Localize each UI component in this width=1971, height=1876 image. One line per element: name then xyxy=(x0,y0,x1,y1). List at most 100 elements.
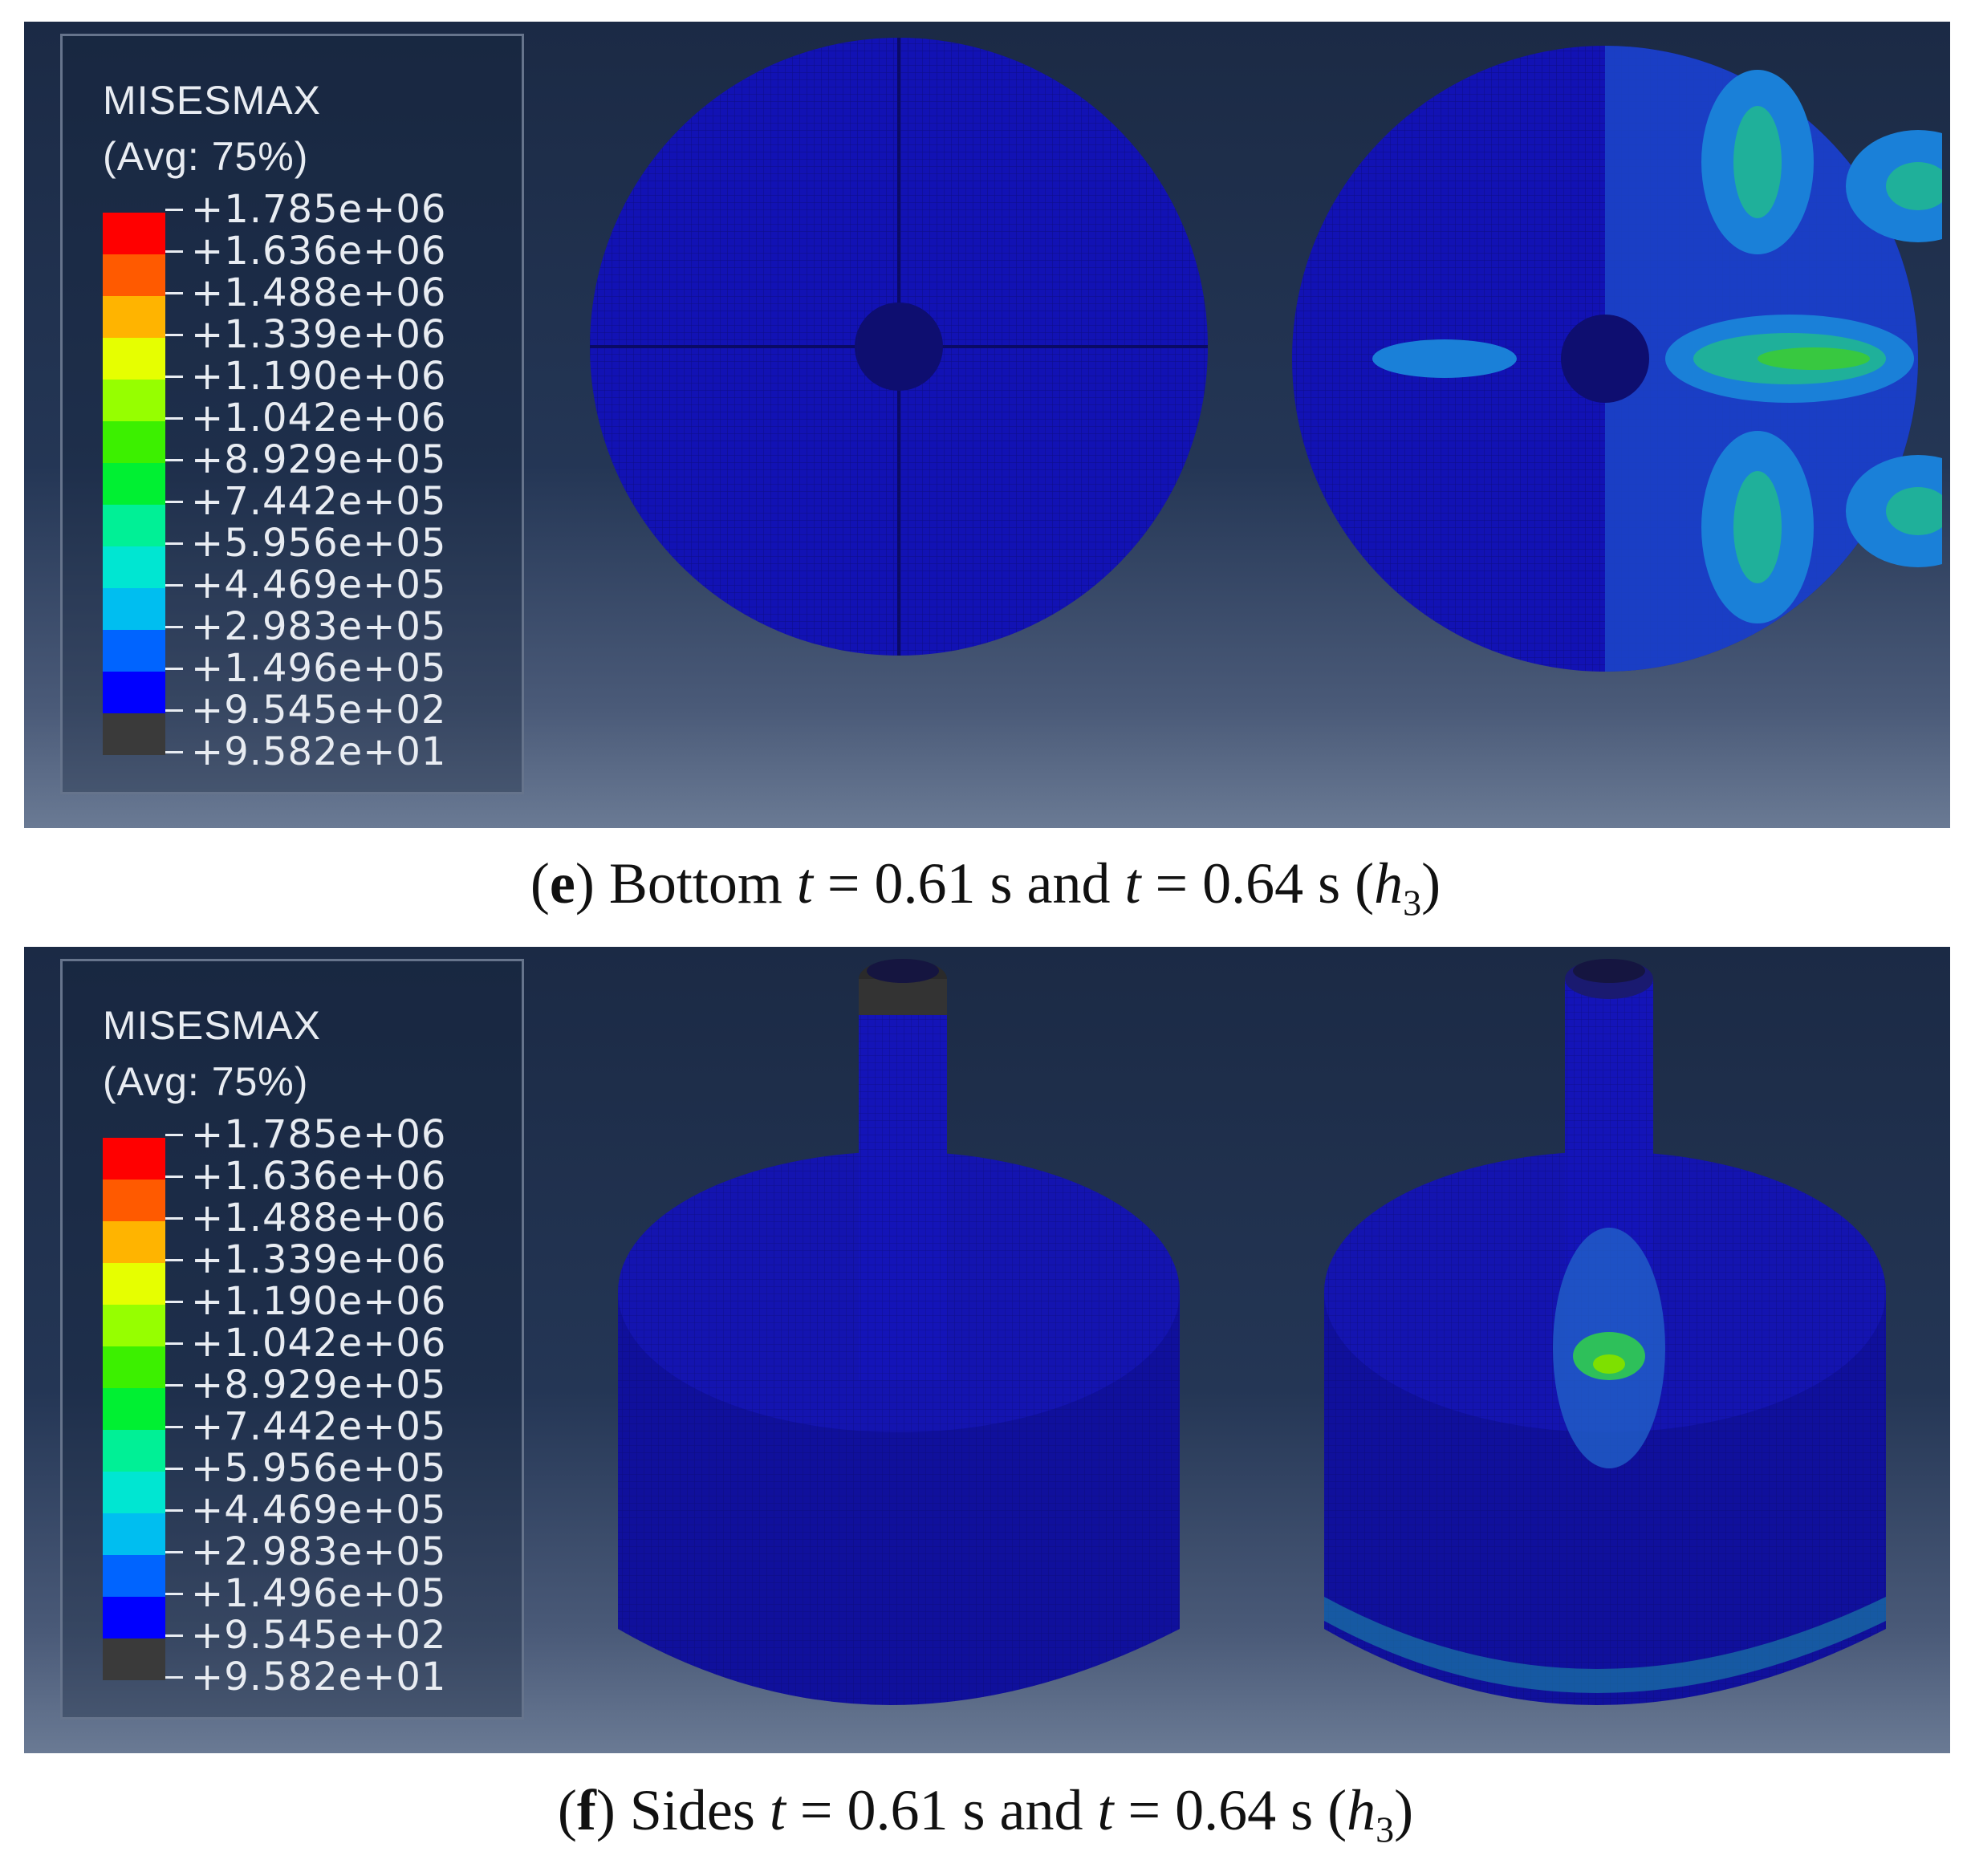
legend-swatch xyxy=(103,338,165,380)
legend-ticks: +1.785e+06 +1.636e+06 +1.488e+06 +1.339e+06… xyxy=(103,1114,504,1698)
legend-tick: +7.442e+05 xyxy=(103,1406,504,1448)
legend-swatch xyxy=(103,1180,165,1221)
legend-tick-label: +1.785e+06 xyxy=(191,187,447,232)
legend-tick: +9.545e+02 xyxy=(103,689,504,731)
legend-subtitle: (Avg: 75%) xyxy=(103,1059,309,1104)
legend-tick: +1.339e+06 xyxy=(103,1239,504,1281)
legend-tick-label: +9.545e+02 xyxy=(191,1613,447,1658)
bottom-view-t064 xyxy=(1292,46,1942,672)
legend-tick-label: +1.785e+06 xyxy=(191,1112,447,1157)
legend-tick-label: +9.582e+01 xyxy=(191,1655,447,1699)
legend-tick: +4.469e+05 xyxy=(103,1489,504,1531)
caption-e: (e) Bottom t = 0.61 s and t = 0.64 s (h3… xyxy=(530,851,1441,924)
legend-title: MISESMAX xyxy=(103,1003,321,1048)
legend-tick-label: +4.469e+05 xyxy=(191,562,447,607)
legend-ticks: +1.785e+06 +1.636e+06 +1.488e+06 +1.339e+06… xyxy=(103,189,504,773)
legend-color-bar xyxy=(103,1138,165,1680)
legend-swatch xyxy=(103,1597,165,1638)
legend-tick: +1.496e+05 xyxy=(103,1573,504,1614)
legend-tick: +7.442e+05 xyxy=(103,481,504,522)
legend-tick: +1.785e+06 xyxy=(103,1114,504,1155)
legend-tick: +9.582e+01 xyxy=(103,731,504,773)
legend-tick: +8.929e+05 xyxy=(103,1364,504,1406)
legend-swatch xyxy=(103,713,165,755)
legend-swatch xyxy=(103,588,165,630)
legend-swatch xyxy=(103,1346,165,1388)
legend-tick: +2.983e+05 xyxy=(103,606,504,648)
legend-tick-label: +2.983e+05 xyxy=(191,1529,447,1574)
legend-swatch xyxy=(103,463,165,505)
legend-tick-label: +1.190e+06 xyxy=(191,1279,447,1324)
legend-tick-label: +1.636e+06 xyxy=(191,1154,447,1199)
legend-tick-label: +1.496e+05 xyxy=(191,646,447,691)
legend-tick-label: +5.956e+05 xyxy=(191,1446,447,1491)
legend-swatch xyxy=(103,1221,165,1263)
legend-tick: +5.956e+05 xyxy=(103,522,504,564)
bottom-view-t061 xyxy=(590,38,1208,656)
legend-swatch xyxy=(103,1430,165,1472)
panel-side-view: MISESMAX (Avg: 75%) +1.785e+06 +1.636e+06… xyxy=(24,947,1950,1753)
legend-tick: +9.545e+02 xyxy=(103,1614,504,1656)
legend-tick: +1.636e+06 xyxy=(103,1155,504,1197)
legend-swatch xyxy=(103,546,165,588)
legend-tick-label: +1.190e+06 xyxy=(191,354,447,399)
legend-swatch xyxy=(103,1638,165,1680)
legend-swatch xyxy=(103,1388,165,1430)
legend-swatch xyxy=(103,1513,165,1555)
legend-tick: +1.488e+06 xyxy=(103,272,504,314)
legend-swatch xyxy=(103,1472,165,1513)
legend-tick-label: +9.545e+02 xyxy=(191,688,447,733)
legend-tick-label: +8.929e+05 xyxy=(191,1362,447,1407)
legend-swatch xyxy=(103,380,165,421)
legend-swatch xyxy=(103,1305,165,1346)
legend-tick-label: +2.983e+05 xyxy=(191,604,447,649)
legend-tick-label: +1.042e+06 xyxy=(191,396,447,441)
legend-tick: +5.956e+05 xyxy=(103,1448,504,1489)
legend-tick-label: +9.582e+01 xyxy=(191,729,447,774)
legend-tick-label: +1.488e+06 xyxy=(191,270,447,315)
legend-f: MISESMAX (Avg: 75%) +1.785e+06 +1.636e+06… xyxy=(60,959,524,1720)
legend-tick: +1.496e+05 xyxy=(103,648,504,689)
legend-swatch xyxy=(103,672,165,713)
legend-tick-label: +1.339e+06 xyxy=(191,312,447,357)
legend-subtitle: (Avg: 75%) xyxy=(103,134,309,179)
legend-tick: +1.488e+06 xyxy=(103,1197,504,1239)
legend-tick-label: +1.042e+06 xyxy=(191,1321,447,1366)
legend-tick: +1.785e+06 xyxy=(103,189,504,230)
legend-swatch xyxy=(103,1138,165,1180)
legend-swatch xyxy=(103,1555,165,1597)
legend-swatch xyxy=(103,296,165,338)
legend-swatch xyxy=(103,254,165,296)
legend-tick: +1.042e+06 xyxy=(103,397,504,439)
legend-tick: +1.636e+06 xyxy=(103,230,504,272)
legend-title: MISESMAX xyxy=(103,78,321,123)
legend-tick-label: +5.956e+05 xyxy=(191,521,447,566)
legend-tick: +1.042e+06 xyxy=(103,1322,504,1364)
side-view-t061 xyxy=(618,959,1180,1705)
legend-tick-label: +1.636e+06 xyxy=(191,229,447,274)
legend-swatch xyxy=(103,1263,165,1305)
legend-swatch xyxy=(103,213,165,254)
legend-tick-label: +7.442e+05 xyxy=(191,479,447,524)
legend-tick: +1.190e+06 xyxy=(103,1281,504,1322)
legend-swatch xyxy=(103,421,165,463)
legend-tick-label: +7.442e+05 xyxy=(191,1404,447,1449)
caption-f: (f) Sides t = 0.61 s and t = 0.64 s (h3) xyxy=(557,1778,1414,1850)
side-view-t064 xyxy=(1324,959,1886,1705)
legend-tick-label: +1.496e+05 xyxy=(191,1571,447,1616)
legend-tick-label: +4.469e+05 xyxy=(191,1488,447,1533)
legend-e: MISESMAX (Avg: 75%) +1.785e+06 +1.636e+06… xyxy=(60,34,524,794)
legend-tick-label: +1.339e+06 xyxy=(191,1237,447,1282)
legend-tick-label: +1.488e+06 xyxy=(191,1196,447,1241)
legend-tick: +4.469e+05 xyxy=(103,564,504,606)
legend-swatch xyxy=(103,505,165,546)
legend-color-bar xyxy=(103,213,165,755)
legend-tick: +2.983e+05 xyxy=(103,1531,504,1573)
legend-tick: +1.339e+06 xyxy=(103,314,504,355)
legend-tick: +9.582e+01 xyxy=(103,1656,504,1698)
panel-bottom-view: MISESMAX (Avg: 75%) +1.785e+06 +1.636e+06… xyxy=(24,22,1950,828)
legend-swatch xyxy=(103,630,165,672)
legend-tick: +8.929e+05 xyxy=(103,439,504,481)
legend-tick-label: +8.929e+05 xyxy=(191,437,447,482)
legend-tick: +1.190e+06 xyxy=(103,355,504,397)
